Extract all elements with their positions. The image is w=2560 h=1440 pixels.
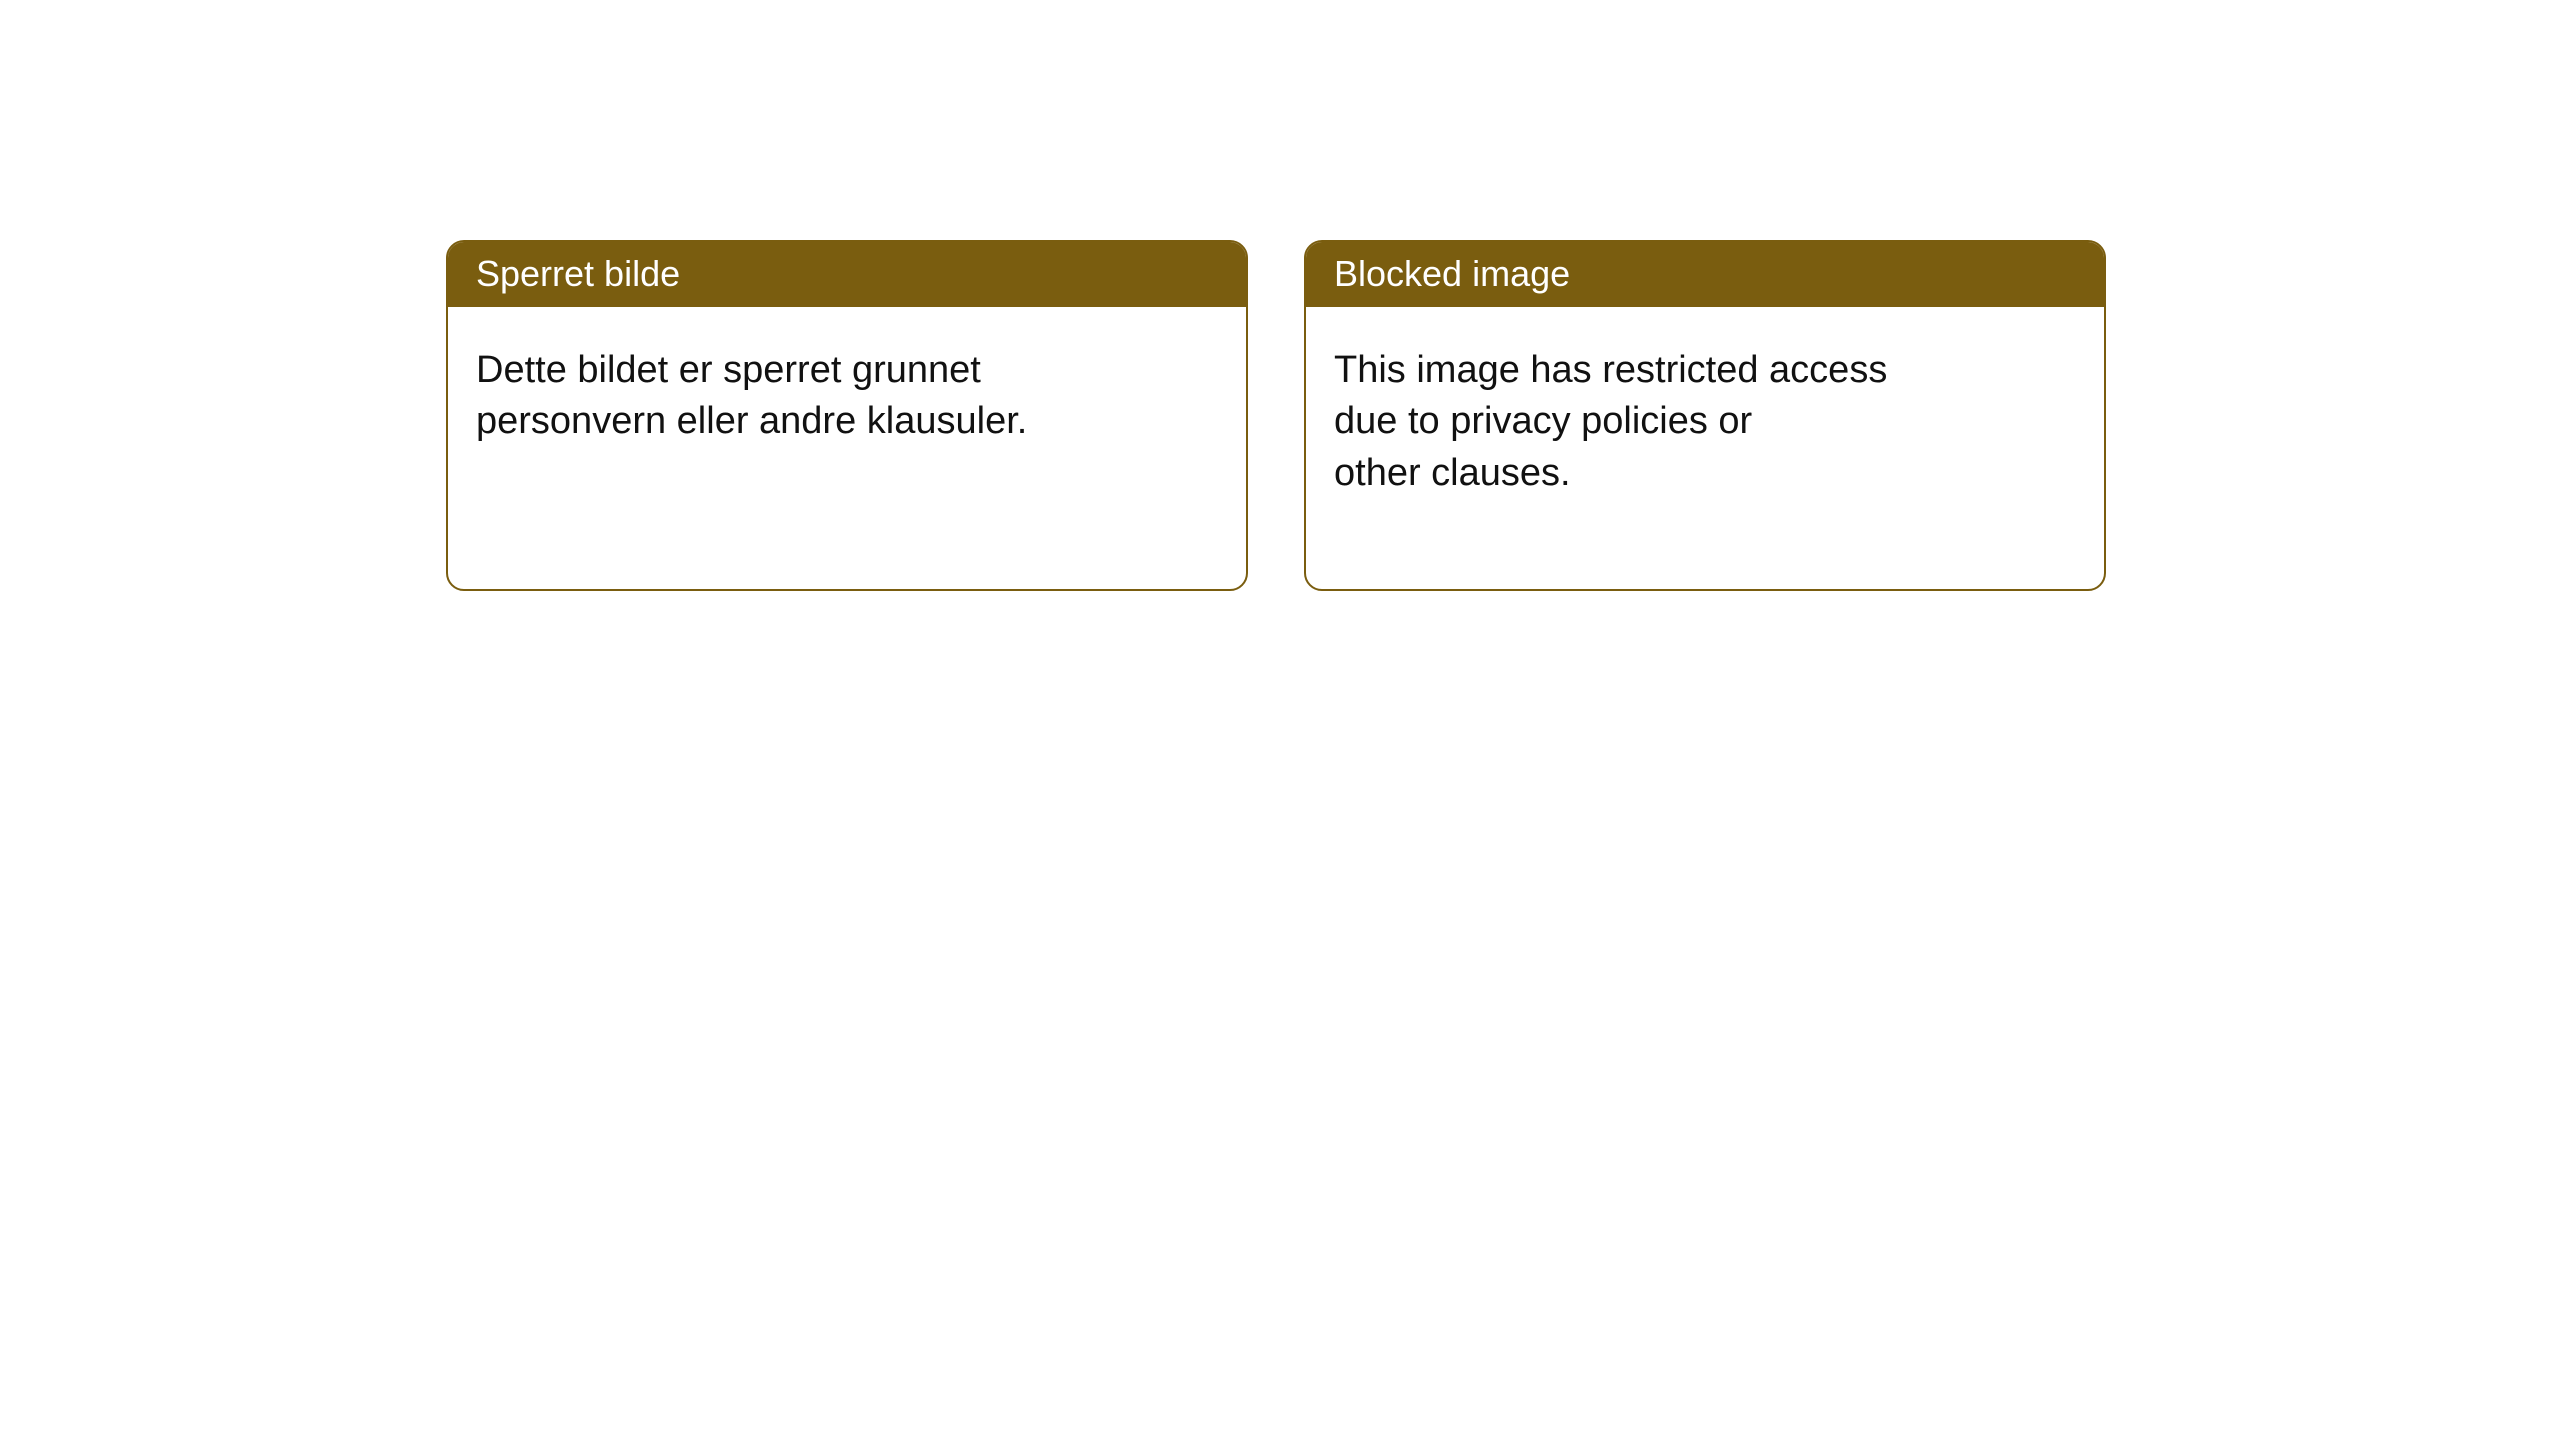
notice-title-en: Blocked image (1306, 242, 2104, 307)
notice-body-no: Dette bildet er sperret grunnet personve… (448, 307, 1246, 538)
notice-container: Sperret bilde Dette bildet er sperret gr… (0, 0, 2560, 591)
notice-body-en: This image has restricted access due to … (1306, 307, 2104, 589)
notice-card-no: Sperret bilde Dette bildet er sperret gr… (446, 240, 1248, 591)
notice-card-en: Blocked image This image has restricted … (1304, 240, 2106, 591)
notice-title-no: Sperret bilde (448, 242, 1246, 307)
